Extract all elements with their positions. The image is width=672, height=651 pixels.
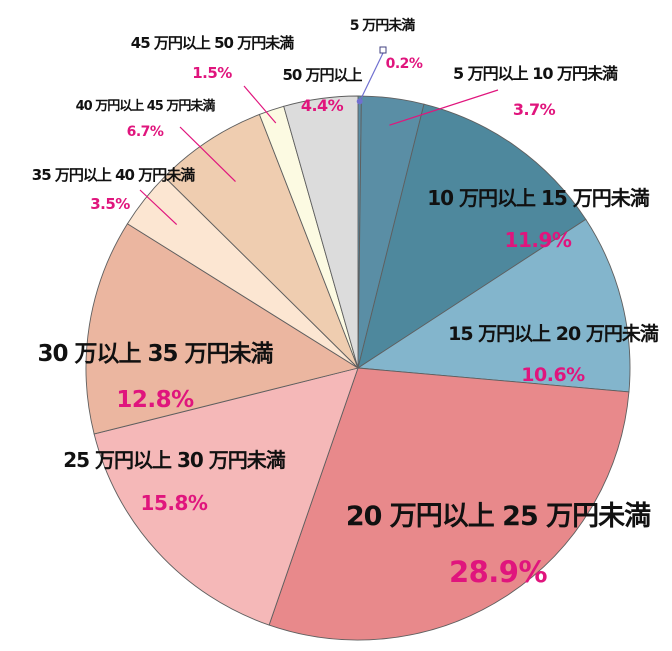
label-cat-7: 35 万円以上 40 万円未満 (32, 166, 195, 184)
label-pct-0: 0.2% (386, 56, 423, 72)
leader-marker-0 (379, 46, 387, 54)
label-pct-5: 15.8% (141, 491, 208, 515)
label-cat-9: 45 万円以上 50 万円未満 (131, 34, 294, 52)
label-pct-1: 3.7% (513, 100, 556, 119)
pie-slices (85, 95, 631, 641)
pie-slice-5 (93, 367, 359, 626)
leader-lines (139, 46, 499, 226)
label-pct-7: 3.5% (90, 195, 130, 213)
label-cat-5: 25 万円以上 30 万円未満 (63, 448, 286, 472)
leader-line-1 (389, 89, 499, 126)
label-pct-2: 11.9% (505, 228, 572, 252)
label-cat-2: 10 万円以上 15 万円未満 (427, 186, 650, 210)
label-cat-1: 5 万円以上 10 万円未満 (453, 64, 618, 83)
pie-slice-4 (268, 367, 630, 641)
label-pct-6: 12.8% (116, 387, 194, 413)
pie-slice-8 (163, 113, 359, 369)
leader-line-9 (243, 85, 277, 124)
pie-slice-6 (85, 223, 360, 435)
leader-line-7 (139, 189, 178, 226)
label-pct-9: 1.5% (192, 64, 232, 82)
leader-line-8 (179, 126, 236, 183)
label-pct-4: 28.9% (449, 555, 548, 589)
leader-dot-0 (356, 98, 363, 105)
label-cat-0: 5 万円未満 (350, 17, 416, 34)
label-pct-10: 4.4% (301, 96, 344, 115)
leader-line-0 (359, 52, 384, 102)
pie-slice-3 (356, 218, 631, 393)
label-cat-8: 40 万円以上 45 万円未満 (76, 98, 216, 114)
label-cat-6: 30 万以上 35 万円未満 (37, 341, 273, 367)
label-cat-4: 20 万円以上 25 万円未満 (346, 501, 651, 532)
label-cat-10: 50 万円以上 (282, 66, 362, 84)
pie-slice-10 (283, 95, 359, 369)
label-pct-3: 10.6% (521, 364, 585, 386)
label-pct-8: 6.7% (127, 124, 164, 140)
label-cat-3: 15 万円以上 20 万円未満 (448, 322, 659, 345)
